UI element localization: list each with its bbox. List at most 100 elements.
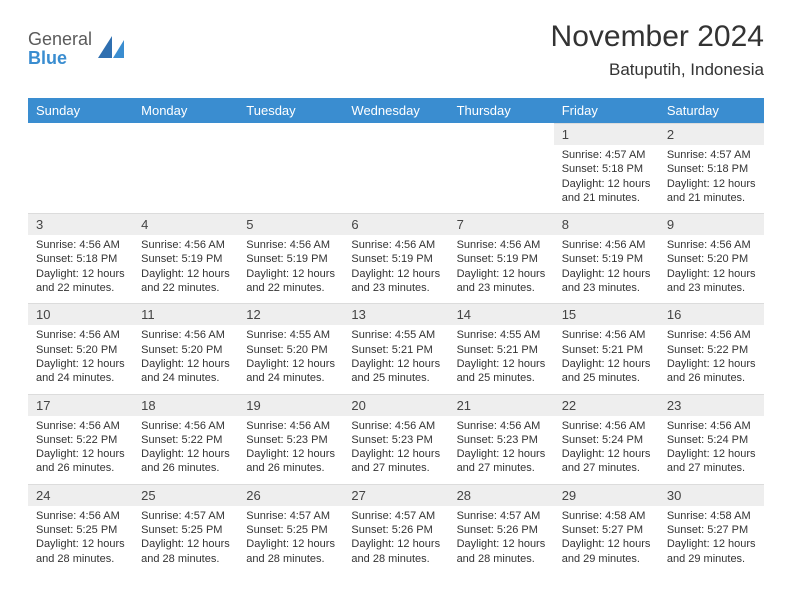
calendar-container: General Blue November 2024 Batuputih, In…	[28, 16, 764, 574]
calendar-cell: 30Sunrise: 4:58 AMSunset: 5:27 PMDayligh…	[659, 484, 764, 574]
day-body: Sunrise: 4:56 AMSunset: 5:19 PMDaylight:…	[238, 235, 343, 303]
day-daylight: Daylight: 12 hours and 28 minutes.	[36, 537, 127, 566]
day-daylight: Daylight: 12 hours and 27 minutes.	[351, 447, 442, 476]
calendar-cell: 15Sunrise: 4:56 AMSunset: 5:21 PMDayligh…	[554, 303, 659, 393]
day-sunset: Sunset: 5:26 PM	[457, 523, 548, 537]
day-sunset: Sunset: 5:18 PM	[36, 252, 127, 266]
calendar-cell: 22Sunrise: 4:56 AMSunset: 5:24 PMDayligh…	[554, 394, 659, 484]
day-sunrise: Sunrise: 4:56 AM	[141, 238, 232, 252]
day-daylight: Daylight: 12 hours and 28 minutes.	[457, 537, 548, 566]
calendar-cell: 7Sunrise: 4:56 AMSunset: 5:19 PMDaylight…	[449, 213, 554, 303]
day-daylight: Daylight: 12 hours and 23 minutes.	[562, 267, 653, 296]
day-sunset: Sunset: 5:23 PM	[457, 433, 548, 447]
page-title: November 2024	[551, 20, 764, 54]
day-sunrise: Sunrise: 4:56 AM	[36, 509, 127, 523]
day-body: Sunrise: 4:57 AMSunset: 5:18 PMDaylight:…	[554, 145, 659, 213]
day-daylight: Daylight: 12 hours and 26 minutes.	[246, 447, 337, 476]
day-number: 25	[133, 484, 238, 506]
day-header: Friday	[554, 98, 659, 123]
day-number: 24	[28, 484, 133, 506]
day-sunset: Sunset: 5:20 PM	[141, 343, 232, 357]
day-body: Sunrise: 4:58 AMSunset: 5:27 PMDaylight:…	[554, 506, 659, 574]
day-body: Sunrise: 4:58 AMSunset: 5:27 PMDaylight:…	[659, 506, 764, 574]
calendar-week: 3Sunrise: 4:56 AMSunset: 5:18 PMDaylight…	[28, 213, 764, 303]
calendar-cell: 3Sunrise: 4:56 AMSunset: 5:18 PMDaylight…	[28, 213, 133, 303]
day-sunrise: Sunrise: 4:55 AM	[457, 328, 548, 342]
day-header: Wednesday	[343, 98, 448, 123]
day-number: 1	[554, 123, 659, 145]
day-sunset: Sunset: 5:21 PM	[562, 343, 653, 357]
calendar-cell: 11Sunrise: 4:56 AMSunset: 5:20 PMDayligh…	[133, 303, 238, 393]
calendar-cell: 1Sunrise: 4:57 AMSunset: 5:18 PMDaylight…	[554, 123, 659, 213]
calendar-body: 1Sunrise: 4:57 AMSunset: 5:18 PMDaylight…	[28, 123, 764, 574]
calendar-week: 1Sunrise: 4:57 AMSunset: 5:18 PMDaylight…	[28, 123, 764, 213]
calendar-cell: 5Sunrise: 4:56 AMSunset: 5:19 PMDaylight…	[238, 213, 343, 303]
day-body: Sunrise: 4:56 AMSunset: 5:24 PMDaylight:…	[659, 416, 764, 484]
day-sunrise: Sunrise: 4:55 AM	[351, 328, 442, 342]
day-daylight: Daylight: 12 hours and 28 minutes.	[351, 537, 442, 566]
day-body: Sunrise: 4:56 AMSunset: 5:19 PMDaylight:…	[554, 235, 659, 303]
day-number: 18	[133, 394, 238, 416]
day-sunset: Sunset: 5:25 PM	[246, 523, 337, 537]
day-body: Sunrise: 4:56 AMSunset: 5:23 PMDaylight:…	[449, 416, 554, 484]
day-sunset: Sunset: 5:22 PM	[141, 433, 232, 447]
day-number: 21	[449, 394, 554, 416]
day-number: 26	[238, 484, 343, 506]
day-number: 10	[28, 303, 133, 325]
day-daylight: Daylight: 12 hours and 29 minutes.	[562, 537, 653, 566]
location: Batuputih, Indonesia	[551, 60, 764, 80]
header: General Blue November 2024 Batuputih, In…	[28, 16, 764, 80]
day-daylight: Daylight: 12 hours and 25 minutes.	[351, 357, 442, 386]
day-body: Sunrise: 4:56 AMSunset: 5:20 PMDaylight:…	[133, 325, 238, 393]
day-daylight: Daylight: 12 hours and 26 minutes.	[667, 357, 758, 386]
day-sunrise: Sunrise: 4:57 AM	[141, 509, 232, 523]
title-block: November 2024 Batuputih, Indonesia	[551, 16, 764, 80]
calendar-week: 10Sunrise: 4:56 AMSunset: 5:20 PMDayligh…	[28, 303, 764, 393]
day-sunset: Sunset: 5:20 PM	[36, 343, 127, 357]
day-sunset: Sunset: 5:21 PM	[351, 343, 442, 357]
calendar-cell: 8Sunrise: 4:56 AMSunset: 5:19 PMDaylight…	[554, 213, 659, 303]
day-sunrise: Sunrise: 4:56 AM	[246, 238, 337, 252]
day-sunset: Sunset: 5:26 PM	[351, 523, 442, 537]
calendar-head: SundayMondayTuesdayWednesdayThursdayFrid…	[28, 98, 764, 123]
day-daylight: Daylight: 12 hours and 28 minutes.	[141, 537, 232, 566]
calendar-cell: 13Sunrise: 4:55 AMSunset: 5:21 PMDayligh…	[343, 303, 448, 393]
day-body: Sunrise: 4:56 AMSunset: 5:21 PMDaylight:…	[554, 325, 659, 393]
day-sunset: Sunset: 5:19 PM	[351, 252, 442, 266]
day-sunrise: Sunrise: 4:56 AM	[667, 328, 758, 342]
logo: General Blue	[28, 30, 126, 68]
calendar-cell: 9 Sunrise: 4:56 AMSunset: 5:20 PMDaylight…	[659, 213, 764, 303]
calendar-cell: 23Sunrise: 4:56 AMSunset: 5:24 PMDayligh…	[659, 394, 764, 484]
day-body: Sunrise: 4:56 AMSunset: 5:25 PMDaylight:…	[28, 506, 133, 574]
day-daylight: Daylight: 12 hours and 22 minutes.	[141, 267, 232, 296]
day-body: Sunrise: 4:55 AMSunset: 5:20 PMDaylight:…	[238, 325, 343, 393]
day-daylight: Daylight: 12 hours and 28 minutes.	[246, 537, 337, 566]
day-number: 9	[659, 213, 764, 235]
day-sunset: Sunset: 5:19 PM	[246, 252, 337, 266]
day-sunrise: Sunrise: 4:56 AM	[667, 238, 758, 252]
day-sunset: Sunset: 5:22 PM	[36, 433, 127, 447]
day-sunrise: Sunrise: 4:56 AM	[141, 419, 232, 433]
day-sunset: Sunset: 5:20 PM	[667, 252, 758, 266]
day-number	[238, 123, 343, 145]
day-daylight: Daylight: 12 hours and 22 minutes.	[246, 267, 337, 296]
day-number: 15	[554, 303, 659, 325]
calendar-cell: 10Sunrise: 4:56 AMSunset: 5:20 PMDayligh…	[28, 303, 133, 393]
day-sunset: Sunset: 5:18 PM	[667, 162, 758, 176]
day-sunrise: Sunrise: 4:57 AM	[246, 509, 337, 523]
day-daylight: Daylight: 12 hours and 23 minutes.	[667, 267, 758, 296]
day-number: 11	[133, 303, 238, 325]
day-number: 8	[554, 213, 659, 235]
day-body: Sunrise: 4:56 AMSunset: 5:22 PMDaylight:…	[133, 416, 238, 484]
day-number: 17	[28, 394, 133, 416]
day-sunrise: Sunrise: 4:56 AM	[562, 328, 653, 342]
logo-text: General Blue	[28, 30, 92, 68]
day-body: Sunrise: 4:56 AMSunset: 5:22 PMDaylight:…	[659, 325, 764, 393]
day-daylight: Daylight: 12 hours and 22 minutes.	[36, 267, 127, 296]
day-number	[343, 123, 448, 145]
day-daylight: Daylight: 12 hours and 23 minutes.	[457, 267, 548, 296]
calendar-table: SundayMondayTuesdayWednesdayThursdayFrid…	[28, 98, 764, 574]
day-sunrise: Sunrise: 4:56 AM	[457, 419, 548, 433]
day-number: 2	[659, 123, 764, 145]
day-header: Sunday	[28, 98, 133, 123]
